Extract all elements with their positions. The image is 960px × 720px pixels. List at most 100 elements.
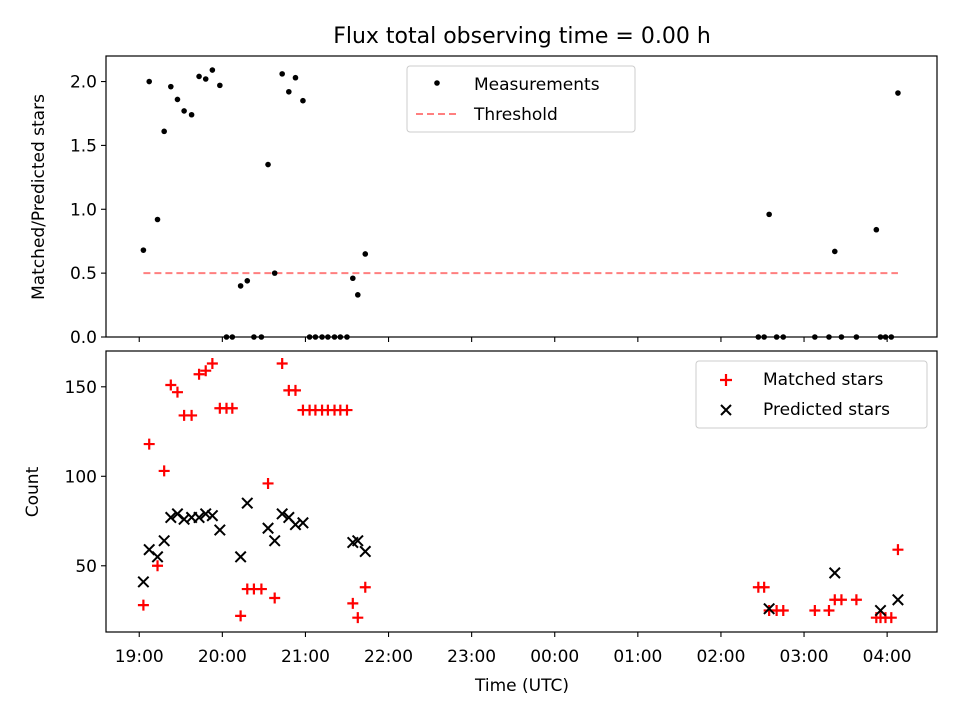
y-tick-label: 0.5 (70, 264, 97, 284)
matched-star-point (352, 612, 364, 624)
y-tick-label: 100 (65, 467, 97, 487)
measurement-point (202, 76, 209, 82)
predicted-star-point (241, 497, 254, 510)
legend-measurements-label: Measurements (474, 75, 600, 95)
measurement-point (265, 161, 271, 168)
measurement-point (354, 292, 361, 298)
matched-star-point (359, 581, 371, 593)
measurement-point (831, 248, 838, 255)
matched-star-point (850, 594, 862, 606)
matched-star-point (137, 599, 149, 611)
matched-star-point (758, 581, 770, 593)
ratio-axes-frame (105, 55, 938, 338)
matched-star-point (235, 610, 247, 622)
predicted-star-point (206, 509, 219, 522)
measurement-point (168, 83, 174, 90)
x-tick-label: 01:00 (613, 647, 662, 667)
matched-star-point (823, 605, 835, 617)
matched-star-point (262, 477, 274, 489)
predicted-star-point (763, 602, 776, 615)
measurement-point (161, 128, 167, 135)
measurement-point (196, 73, 202, 80)
x-tick-label: 04:00 (863, 647, 912, 667)
legend-matched-marker (720, 374, 732, 386)
predicted-star-point (151, 550, 164, 563)
measurement-point (146, 78, 153, 85)
matched-star-point (152, 560, 164, 572)
x-tick-label: 22:00 (364, 647, 413, 667)
predicted-star-point (359, 545, 372, 558)
measurement-point (350, 275, 356, 282)
measurement-point (286, 88, 292, 95)
x-tick-label: 02:00 (696, 647, 745, 667)
matched-star-point (269, 592, 281, 604)
matched-star-point (186, 409, 198, 421)
predicted-star-point (193, 511, 205, 524)
measurement-point (237, 283, 244, 289)
measurement-point (300, 97, 306, 104)
matched-star-point (226, 402, 238, 414)
x-axis-label: Time (UTC) (474, 676, 569, 696)
measurement-point (140, 247, 147, 253)
predicted-star-point (297, 516, 309, 529)
count-panel: 19:00 20:00 21:00 22:00 23:00 00:00 01:00 02:00… (23, 350, 938, 667)
measurement-point (188, 111, 195, 118)
matched-star-point (347, 597, 359, 609)
measurement-point (279, 71, 285, 77)
legend-predicted-marker (720, 404, 732, 416)
y-tick-label: 0.0 (70, 328, 97, 348)
measurement-point (362, 251, 369, 257)
x-tick-label: 21:00 (281, 647, 330, 667)
x-tick-label: 19:00 (115, 647, 164, 667)
matched-star-point (276, 358, 288, 370)
matched-star-point (143, 438, 155, 450)
ratio-panel: 0.00.51.01.52.0 Matched/Predicted stars … (29, 55, 938, 348)
measurement-point (766, 211, 772, 218)
x-tick-label: 03:00 (780, 647, 829, 667)
predicted-star-point (158, 534, 171, 547)
matched-star-point (809, 605, 821, 617)
matched-star-point (255, 583, 267, 595)
legend-frame (406, 65, 636, 133)
predicted-star-point (199, 507, 212, 520)
y-tick-label: 1.0 (70, 200, 97, 220)
matched-star-point (193, 368, 205, 380)
predicted-star-point (828, 567, 841, 579)
matched-star-point (892, 544, 904, 556)
y-tick-label: 50 (75, 557, 97, 577)
predicted-star-point (892, 593, 904, 606)
ratio-legend: Measurements Threshold (406, 65, 636, 133)
legend-threshold-label: Threshold (473, 105, 558, 125)
legend-matched-label: Matched stars (763, 370, 883, 390)
y-tick-label: 1.5 (70, 136, 97, 156)
matched-star-point (158, 465, 170, 477)
legend-measurements-marker (434, 80, 440, 86)
chart-title: Flux total observing time = 0.00 h (333, 24, 711, 49)
measurement-point (271, 270, 278, 276)
x-tick-label: 20:00 (198, 647, 247, 667)
predicted-star-point (164, 511, 177, 524)
measurement-point (174, 96, 181, 103)
x-tick-label: 23:00 (447, 647, 496, 667)
predicted-star-point (268, 534, 281, 547)
measurement-point (292, 74, 299, 81)
y-tick-label: 150 (65, 378, 97, 398)
count-legend: Matched stars Predicted stars (695, 360, 928, 429)
measurement-point (181, 108, 187, 114)
predicted-star-point (262, 522, 274, 535)
count-axes-frame (105, 350, 938, 633)
legend-frame (695, 360, 928, 429)
matched-star-point (289, 384, 301, 396)
measurement-point (154, 216, 161, 223)
x-tick-label: 00:00 (530, 647, 579, 667)
predicted-star-point (213, 524, 226, 536)
matched-star-point (885, 612, 897, 624)
matched-star-point (200, 365, 212, 377)
measurement-point (873, 226, 880, 233)
matched-star-point (165, 379, 177, 391)
ratio-y-axis-label: Matched/Predicted stars (29, 94, 49, 300)
matched-star-point (835, 594, 847, 606)
y-tick-label: 2.0 (70, 73, 97, 93)
matched-star-point (206, 358, 218, 370)
